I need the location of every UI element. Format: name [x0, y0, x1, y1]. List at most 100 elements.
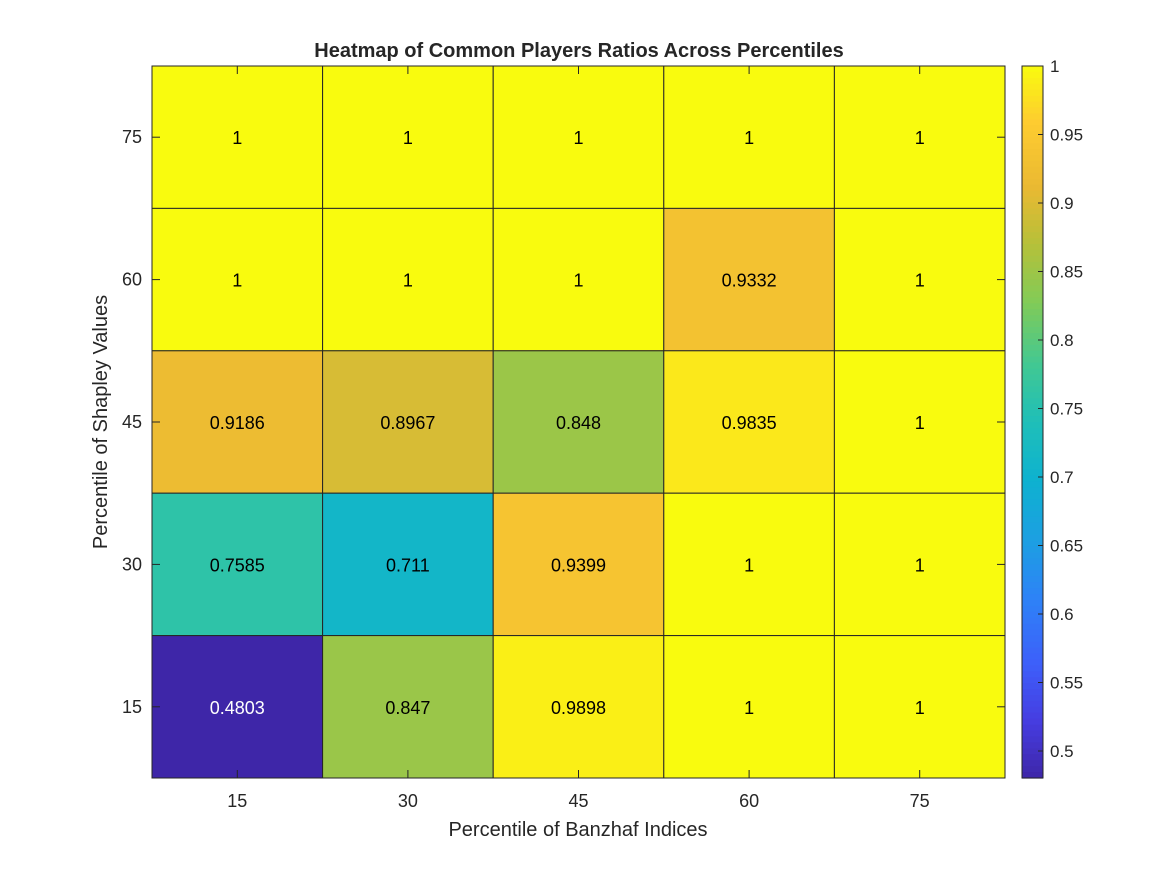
colorbar-segment — [1022, 190, 1043, 198]
cell-value-label: 1 — [915, 698, 925, 718]
x-tick-label: 30 — [398, 791, 418, 811]
colorbar-segment — [1022, 689, 1043, 696]
colorbar-segment — [1022, 665, 1043, 672]
colorbar-segment — [1022, 410, 1043, 417]
colorbar-tick-label: 0.9 — [1050, 194, 1074, 213]
colorbar-segment — [1022, 653, 1043, 660]
cell-value-label: 1 — [915, 555, 925, 575]
cell-value-label: 1 — [573, 128, 583, 148]
cell-value-label: 1 — [232, 128, 242, 148]
cell-value-label: 0.9186 — [210, 413, 265, 433]
colorbar-segment — [1022, 475, 1043, 482]
colorbar-tick-label: 0.6 — [1050, 605, 1074, 624]
colorbar-segment — [1022, 671, 1043, 678]
heatmap-cell — [322, 492, 494, 637]
cell-value-label: 0.847 — [385, 698, 430, 718]
colorbar-segment — [1022, 137, 1043, 144]
cell-value-label: 0.9898 — [551, 698, 606, 718]
colorbar-segment — [1022, 558, 1043, 565]
colorbar-segment — [1022, 677, 1043, 684]
colorbar-segment — [1022, 267, 1043, 275]
heatmap-cell — [833, 65, 1006, 209]
colorbar-segment — [1022, 641, 1043, 649]
y-tick-label: 45 — [122, 412, 142, 432]
heatmap-cell — [151, 65, 324, 209]
colorbar-tick-label: 0.65 — [1050, 537, 1083, 556]
colorbar-segment — [1022, 694, 1043, 702]
colorbar-segment — [1022, 350, 1043, 358]
colorbar-segment — [1022, 552, 1043, 560]
colorbar-segment — [1022, 297, 1043, 304]
colorbar-tick-label: 0.55 — [1050, 674, 1083, 693]
colorbar-segment — [1022, 338, 1043, 346]
x-axis-label: Percentile of Banzhaf Indices — [448, 819, 707, 841]
cell-value-label: 0.848 — [556, 413, 601, 433]
colorbar-segment — [1022, 380, 1043, 387]
colorbar-segment — [1022, 238, 1043, 245]
colorbar-segment — [1022, 534, 1043, 542]
colorbar-segment — [1022, 582, 1043, 589]
colorbar-segment — [1022, 232, 1043, 239]
heatmap-cell — [663, 350, 835, 494]
heatmap-cell — [322, 350, 494, 494]
colorbar-tick-label: 0.95 — [1050, 126, 1083, 145]
x-tick-label: 45 — [568, 791, 588, 811]
colorbar-segment — [1022, 605, 1043, 613]
y-axis-label: Percentile of Shapley Values — [90, 295, 112, 549]
colorbar-tick-label: 1 — [1050, 57, 1059, 76]
colorbar-segment — [1022, 516, 1043, 524]
colorbar: 0.5 0.55 0.6 0.65 0.7 0.75 0.8 0.85 0.9 0.95 1 — [1021, 57, 1083, 779]
colorbar-segment — [1022, 404, 1043, 411]
colorbar-segment — [1022, 178, 1043, 186]
colorbar-segment — [1022, 736, 1043, 743]
colorbar-segment — [1022, 160, 1043, 168]
colorbar-segment — [1022, 718, 1043, 726]
colorbar-segment — [1022, 125, 1043, 132]
colorbar-tick-label: 0.7 — [1050, 468, 1074, 487]
colorbar-segment — [1022, 386, 1043, 393]
heatmap-cell — [663, 65, 835, 209]
colorbar-segment — [1022, 119, 1043, 126]
colorbar-segment — [1022, 226, 1043, 233]
heatmap-cell — [833, 350, 1006, 494]
colorbar-segment — [1022, 155, 1043, 162]
colorbar-segment — [1022, 766, 1043, 773]
colorbar-segment — [1022, 143, 1043, 150]
colorbar-segment — [1022, 321, 1043, 328]
colorbar-segment — [1022, 712, 1043, 720]
cell-value-label: 1 — [744, 698, 754, 718]
colorbar-segment — [1022, 285, 1043, 293]
colorbar-segment — [1022, 683, 1043, 690]
cell-value-label: 1 — [744, 128, 754, 148]
colorbar-segment — [1022, 416, 1043, 423]
colorbar-segment — [1022, 617, 1043, 625]
x-axis-ticks: 15 30 45 60 75 — [227, 66, 930, 811]
cell-value-label: 1 — [403, 271, 413, 291]
colorbar-segment — [1022, 611, 1043, 619]
heatmap-cell — [151, 635, 324, 779]
colorbar-segment — [1022, 392, 1043, 399]
colorbar-segment — [1022, 469, 1043, 476]
colorbar-segment — [1022, 315, 1043, 322]
colorbar-segment — [1022, 273, 1043, 281]
colorbar-tick-label: 0.8 — [1050, 331, 1074, 350]
colorbar-segment — [1022, 487, 1043, 494]
colorbar-segment — [1022, 439, 1043, 447]
x-tick-label: 75 — [910, 791, 930, 811]
colorbar-segment — [1022, 463, 1043, 471]
heatmap-cell-labels: 1 1 1 1 1 1 1 1 0.9332 1 0.9186 0.8967 0.848 0.9835 1 0… — [210, 128, 925, 718]
cell-value-label: 1 — [915, 413, 925, 433]
colorbar-segment — [1022, 427, 1043, 435]
heatmap-cell — [322, 65, 494, 209]
y-axis-ticks: 75 60 45 30 15 — [122, 127, 1005, 717]
heatmap-cell — [151, 207, 324, 352]
y-tick-label: 30 — [122, 554, 142, 574]
colorbar-segment — [1022, 66, 1043, 73]
colorbar-segment — [1022, 772, 1043, 779]
colorbar-segment — [1022, 499, 1043, 506]
colorbar-segment — [1022, 588, 1043, 595]
colorbar-segment — [1022, 172, 1043, 180]
colorbar-tick-label: 0.85 — [1050, 263, 1083, 282]
colorbar-segment — [1022, 101, 1043, 109]
colorbar-segment — [1022, 279, 1043, 287]
